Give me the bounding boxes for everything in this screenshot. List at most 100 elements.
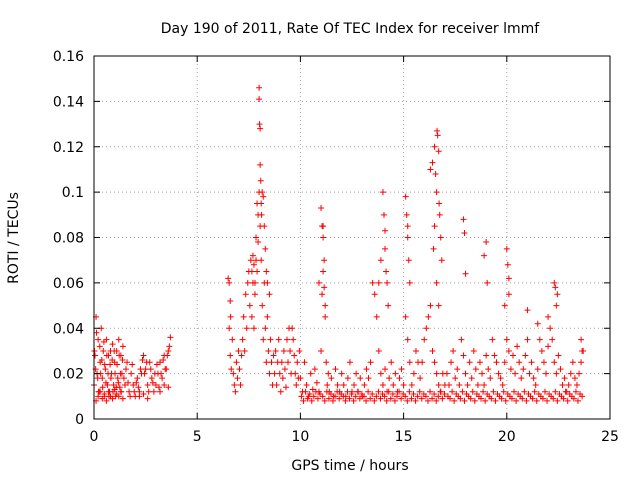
data-point: [266, 291, 273, 298]
data-point: [128, 370, 135, 377]
data-point: [458, 336, 465, 343]
data-point: [107, 375, 114, 382]
data-point: [384, 279, 391, 286]
data-point: [310, 393, 317, 400]
data-point: [232, 388, 239, 395]
data-point: [516, 359, 523, 366]
data-point: [434, 127, 441, 134]
data-point: [251, 291, 258, 298]
data-point: [121, 381, 128, 388]
data-point: [148, 375, 155, 382]
data-point: [328, 375, 335, 382]
data-point: [538, 347, 545, 354]
data-point: [554, 291, 561, 298]
data-point: [109, 395, 116, 402]
data-point: [275, 336, 282, 343]
data-point: [126, 388, 133, 395]
data-point: [264, 313, 271, 320]
y-tick-label: 0.16: [53, 49, 84, 65]
y-tick-label: 0.02: [53, 367, 84, 383]
data-point: [114, 361, 121, 368]
data-point: [578, 336, 585, 343]
data-point: [559, 381, 566, 388]
data-point: [165, 384, 172, 391]
data-point: [521, 388, 528, 395]
data-point: [522, 352, 529, 359]
data-point: [309, 386, 316, 393]
data-point: [385, 388, 392, 395]
data-point: [513, 397, 520, 404]
data-point: [481, 252, 488, 259]
data-point: [524, 336, 531, 343]
data-point: [105, 370, 112, 377]
data-point: [481, 381, 488, 388]
data-point: [306, 391, 313, 398]
data-point: [283, 336, 290, 343]
data-point: [346, 359, 353, 366]
data-point: [385, 302, 392, 309]
data-point: [423, 325, 430, 332]
data-point: [143, 359, 150, 366]
data-point: [130, 381, 137, 388]
data-point: [320, 234, 327, 241]
data-point: [471, 397, 478, 404]
data-point: [242, 291, 249, 298]
data-point: [379, 189, 386, 196]
data-point: [531, 388, 538, 395]
data-point: [430, 245, 437, 252]
data-point: [111, 386, 118, 393]
data-point: [313, 379, 320, 386]
data-point: [449, 388, 456, 395]
data-point: [254, 268, 261, 275]
data-point: [457, 395, 464, 402]
data-point: [153, 361, 160, 368]
data-point: [383, 397, 390, 404]
data-point: [134, 375, 141, 382]
data-point: [539, 395, 546, 402]
data-point: [402, 393, 409, 400]
data-point: [461, 229, 468, 236]
data-point: [534, 366, 541, 373]
data-point: [354, 388, 361, 395]
data-point: [270, 352, 277, 359]
data-point: [427, 302, 434, 309]
data-point: [505, 291, 512, 298]
data-point: [321, 257, 328, 264]
data-point: [363, 397, 370, 404]
y-tick-label: 0: [75, 412, 84, 428]
data-point: [398, 366, 405, 373]
data-point: [491, 352, 498, 359]
data-point: [400, 381, 407, 388]
data-point: [412, 347, 419, 354]
data-point: [443, 370, 450, 377]
data-point: [518, 375, 525, 382]
data-point: [482, 397, 489, 404]
data-point: [557, 366, 564, 373]
data-point: [149, 379, 156, 386]
data-point: [555, 352, 562, 359]
data-point: [410, 391, 417, 398]
data-point: [365, 388, 372, 395]
data-points: [91, 84, 587, 404]
x-tick-label: 5: [193, 429, 202, 445]
data-point: [227, 352, 234, 359]
data-point: [382, 366, 389, 373]
data-point: [256, 121, 263, 128]
data-point: [377, 257, 384, 264]
data-point: [536, 336, 543, 343]
data-point: [567, 370, 574, 377]
data-point: [249, 252, 256, 259]
data-point: [369, 391, 376, 398]
data-point: [262, 325, 269, 332]
plot-frame: [93, 55, 611, 420]
data-point: [429, 395, 436, 402]
data-point: [388, 359, 395, 366]
data-point: [483, 239, 490, 246]
data-point: [367, 395, 374, 402]
data-point: [151, 370, 158, 377]
data-point: [495, 370, 502, 377]
data-point: [393, 393, 400, 400]
data-point: [371, 397, 378, 404]
data-point: [530, 375, 537, 382]
data-point: [431, 223, 438, 230]
